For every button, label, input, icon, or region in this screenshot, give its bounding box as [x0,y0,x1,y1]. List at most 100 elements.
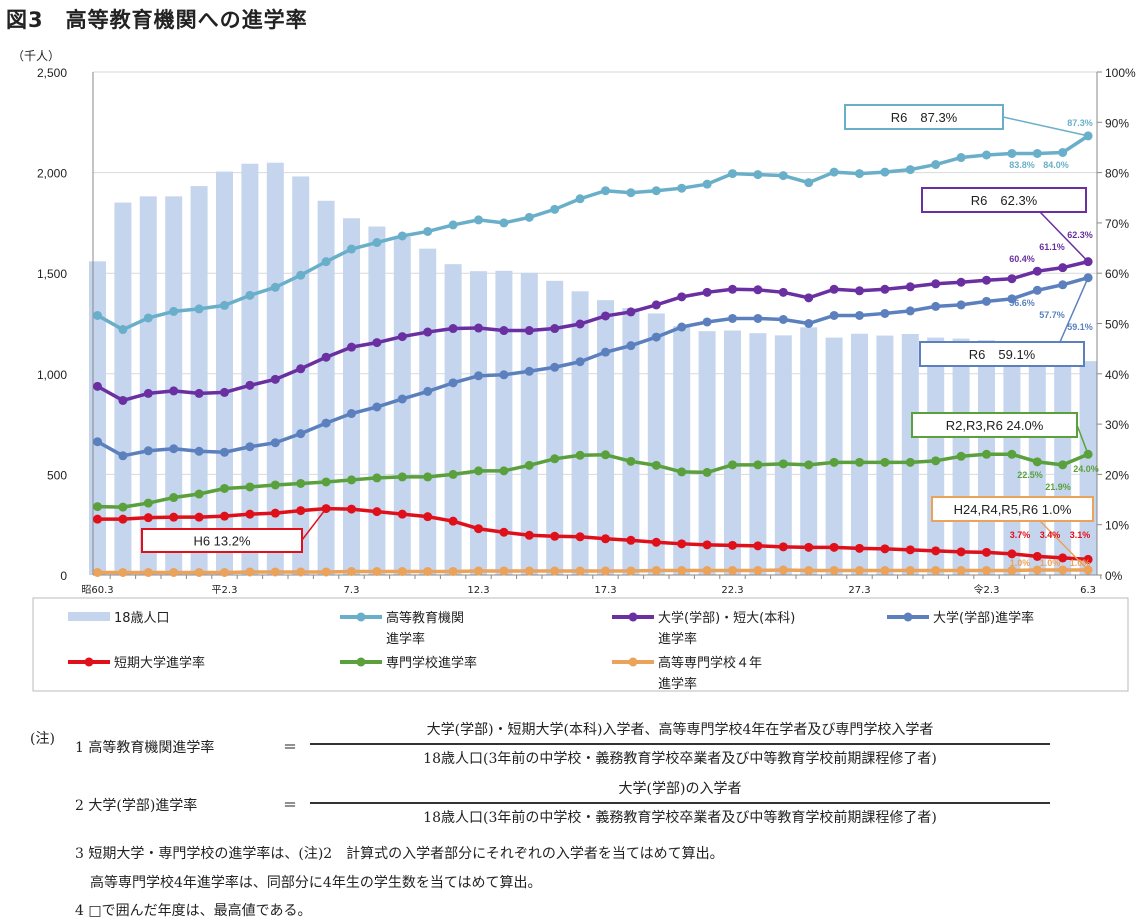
bar-18yo-population [393,236,411,575]
chart: 0 500 1,000 1,500 2,000 2,500 0% 10% 20% 30% 40% 50… [12,49,1136,692]
series-point [550,531,560,541]
series-point [524,366,534,376]
bar-18yo-population [647,313,665,575]
series-point [1007,274,1017,284]
callout-text: H6 13.2% [193,534,251,549]
series-point [499,466,509,476]
data-label: 56.6% [1009,298,1035,308]
legend-label: 高等教育機関 [386,610,464,626]
series-point [575,450,585,460]
series-point [1058,460,1068,470]
series-point [397,566,407,576]
series-point [728,169,737,179]
data-label: 22.5% [1017,470,1043,480]
series-point [423,327,433,337]
series-point [321,567,331,577]
series-point [296,364,306,374]
series-point [982,296,991,306]
legend-swatch-marker [356,612,366,622]
callout-box [921,187,1087,213]
series-point [93,514,102,524]
bar-18yo-population [927,337,945,575]
series-point [474,566,483,576]
series-point [220,567,229,577]
x-tick-label: 22.3 [721,585,743,596]
series-point [169,493,179,503]
series-point [423,472,433,482]
series-point [423,226,433,236]
series-point [524,460,534,470]
series-line [97,452,1089,509]
bar-18yo-population [851,333,868,575]
data-label: 84.0% [1043,160,1069,170]
series-point [397,231,407,241]
series-point [296,270,306,280]
series-point [626,341,636,351]
series-point [499,566,509,576]
series-point [778,542,788,552]
callout-text: R6 87.3% [891,110,958,125]
series-point [575,194,585,204]
series-point [804,460,814,470]
series-point [601,534,610,544]
legend-swatch-marker [84,657,94,667]
callout-leader [1059,277,1089,343]
series-point [601,347,610,357]
callout-text: R2,R3,R6 24.0% [946,418,1044,433]
series-point [143,313,153,323]
series-point [296,478,306,488]
callout-text: R6 62.3% [971,193,1038,208]
series-point [321,257,331,267]
y-left-tick-label: 2,500 [37,66,67,80]
legend-swatch-bar [68,612,110,621]
series-point [194,304,204,314]
note-2-denominator: 18歳人口(3年前の中学校・義務教育学校卒業者及び中等教育学校前期課程修了者) [423,810,937,826]
legend-label: 大学(学部)・短大(本科) [658,610,795,626]
series-point [347,475,356,485]
series-point [474,323,483,333]
series-point [474,524,483,534]
legend-label: 進学率 [658,631,697,647]
series-point [347,504,356,514]
series-point [855,457,864,467]
note-1-label: 1 高等教育機関進学率 [75,740,215,756]
x-tick-label: 12.3 [467,585,489,596]
series-point [651,332,661,342]
series-point [956,277,966,287]
series-point [118,395,128,405]
series-point [601,186,610,196]
series-point [143,567,153,577]
data-label: 21.9% [1045,482,1071,492]
bar-18yo-population [520,272,538,575]
note-1-denominator: 18歳人口(3年前の中学校・義務教育学校卒業者及び中等教育学校前期課程修了者) [423,751,937,767]
series-point [220,511,229,521]
y-right-tick-label: 0% [1105,569,1123,583]
series-point [397,509,407,519]
data-label: 3.4% [1040,530,1061,540]
series-point [626,188,636,198]
data-label: 1.0% [1070,558,1091,568]
callout-text: R6 59.1% [969,347,1036,362]
series-point [372,402,382,412]
series-point [118,502,128,512]
series-point [931,546,941,556]
series-point [169,567,179,577]
x-tick-label: 6.3 [1080,585,1096,596]
y-right-tick-label: 70% [1105,217,1129,231]
series-point [677,292,687,302]
series-point [220,387,229,397]
series-point [753,460,763,470]
series-point [804,293,814,303]
series-point [499,326,509,336]
data-label: 3.7% [1010,530,1031,540]
legend-label: 高等専門学校４年 [658,655,762,671]
series-point [423,386,433,396]
bar-18yo-population [266,162,284,575]
y-right-tick-label: 80% [1105,167,1129,181]
callout-box [931,496,1094,522]
data-label: 83.8% [1009,160,1035,170]
series-point [880,284,890,294]
series-point [550,204,560,214]
legend-label: 短期大学進学率 [114,655,205,671]
series-point [778,171,788,181]
